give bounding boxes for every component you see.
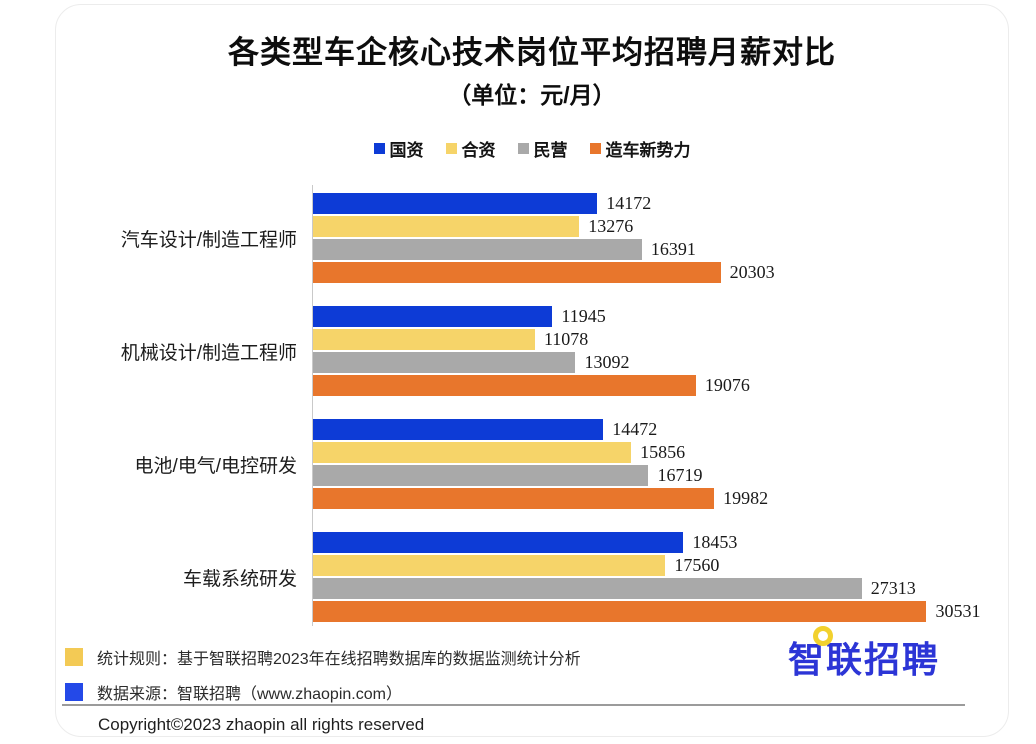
bar-value-label: 19076 <box>704 375 750 395</box>
bar <box>312 578 862 599</box>
logo-yellow-ring-icon <box>813 626 833 646</box>
bar <box>312 352 576 373</box>
chart-group: 电池/电气/电控研发 14472 15856 16719 19982 <box>56 419 1008 509</box>
bar-value-label: 30531 <box>935 601 981 621</box>
bar-row: 30531 <box>312 601 980 622</box>
bar <box>312 532 684 553</box>
zhaopin-logo: 智联招聘 <box>788 626 941 683</box>
footnotes: 统计规则：基于智联招聘2023年在线招聘数据库的数据监测统计分析 数据来源：智联… <box>65 645 581 715</box>
legend-swatch-icon <box>373 143 385 154</box>
bar-group: 14172 13276 16391 20303 <box>312 193 948 283</box>
bar-row: 20303 <box>312 262 948 283</box>
bar <box>312 306 553 327</box>
legend-label: 国资 <box>389 141 424 160</box>
bar-value-label: 15856 <box>640 442 686 462</box>
bar-row: 13276 <box>312 216 948 237</box>
bar <box>312 488 715 509</box>
bar-group: 18453 17560 27313 30531 <box>312 532 980 622</box>
chart-title: 各类型车企核心技术岗位平均招聘月薪对比 <box>228 35 836 70</box>
bar-row: 11078 <box>312 329 948 350</box>
footnote-data-source: 数据来源：智联招聘（www.zhaopin.com） <box>65 680 581 704</box>
bar <box>312 601 927 622</box>
bar-value-label: 16391 <box>650 239 696 259</box>
bar-group: 14472 15856 16719 19982 <box>312 419 948 509</box>
chart-legend: 国资 合资 民营 造车新势力 <box>56 136 1008 161</box>
footnote-text: 数据来源：智联招聘（www.zhaopin.com） <box>97 686 402 703</box>
logo-text: 智联招聘 <box>788 639 941 680</box>
bar-value-label: 18453 <box>692 532 738 552</box>
legend-item: 国资 <box>373 136 424 161</box>
bar-value-label: 13092 <box>584 352 630 372</box>
yellow-square-marker <box>65 648 83 666</box>
legend-label: 造车新势力 <box>605 141 691 160</box>
category-label: 电池/电气/电控研发 <box>134 455 297 477</box>
chart-group: 车载系统研发 18453 17560 27313 30531 <box>56 532 1008 622</box>
bar-value-label: 17560 <box>674 555 720 575</box>
bar-row: 16391 <box>312 239 948 260</box>
bar-row: 16719 <box>312 465 948 486</box>
bar <box>312 419 604 440</box>
bar-value-label: 27313 <box>870 578 916 598</box>
bar-value-label: 11078 <box>543 329 589 349</box>
footer-divider <box>62 704 965 706</box>
bar-group: 11945 11078 13092 19076 <box>312 306 948 396</box>
bar <box>312 465 649 486</box>
bar <box>312 442 632 463</box>
footnote-text: 统计规则：基于智联招聘2023年在线招聘数据库的数据监测统计分析 <box>97 651 581 668</box>
bar-value-label: 13276 <box>588 216 634 236</box>
legend-swatch-icon <box>445 143 457 154</box>
bar-row: 14472 <box>312 419 948 440</box>
bar-row: 18453 <box>312 532 948 553</box>
infographic-card: 各类型车企核心技术岗位平均招聘月薪对比 （单位：元/月） 国资 合资 民营 造车新势力… <box>55 4 1009 737</box>
copyright-text: Copyright©2023 zhaopin all rights reserv… <box>98 715 425 734</box>
bar-row: 11945 <box>312 306 948 327</box>
bar-row: 19982 <box>312 488 948 509</box>
legend-swatch-icon <box>589 143 601 154</box>
bar-row: 17560 <box>312 555 948 576</box>
category-label: 机械设计/制造工程师 <box>120 342 297 364</box>
legend-swatch-icon <box>517 143 529 154</box>
chart-subtitle: （单位：元/月） <box>448 82 616 108</box>
bar <box>312 193 598 214</box>
bar <box>312 329 535 350</box>
bar-row: 14172 <box>312 193 948 214</box>
bar <box>312 375 696 396</box>
bar-row: 13092 <box>312 352 948 373</box>
category-label: 车载系统研发 <box>182 568 297 590</box>
bar-value-label: 11945 <box>561 306 606 326</box>
bar-chart: 汽车设计/制造工程师 14172 13276 16391 20303 机械设计/制造工程师… <box>56 185 1008 626</box>
bar-value-label: 14172 <box>606 193 652 213</box>
bar <box>312 555 666 576</box>
chart-group: 机械设计/制造工程师 11945 11078 13092 19076 <box>56 306 1008 396</box>
bar-row: 27313 <box>312 578 948 599</box>
category-axis-line <box>312 185 313 626</box>
bar-value-label: 16719 <box>657 465 703 485</box>
legend-label: 民营 <box>533 141 568 160</box>
legend-item: 民营 <box>517 136 568 161</box>
bar <box>312 216 580 237</box>
category-label: 汽车设计/制造工程师 <box>120 229 297 251</box>
bar <box>312 262 721 283</box>
legend-item: 合资 <box>445 136 496 161</box>
bar-value-label: 20303 <box>729 262 775 282</box>
bar-value-label: 19982 <box>723 488 769 508</box>
legend-label: 合资 <box>461 141 496 160</box>
bar-value-label: 14472 <box>612 419 658 439</box>
bar <box>312 239 642 260</box>
legend-item: 造车新势力 <box>589 136 691 161</box>
bar-row: 19076 <box>312 375 948 396</box>
footnote-statistics-rule: 统计规则：基于智联招聘2023年在线招聘数据库的数据监测统计分析 <box>65 645 581 669</box>
bar-row: 15856 <box>312 442 948 463</box>
chart-group: 汽车设计/制造工程师 14172 13276 16391 20303 <box>56 193 1008 283</box>
blue-square-marker <box>65 683 83 701</box>
